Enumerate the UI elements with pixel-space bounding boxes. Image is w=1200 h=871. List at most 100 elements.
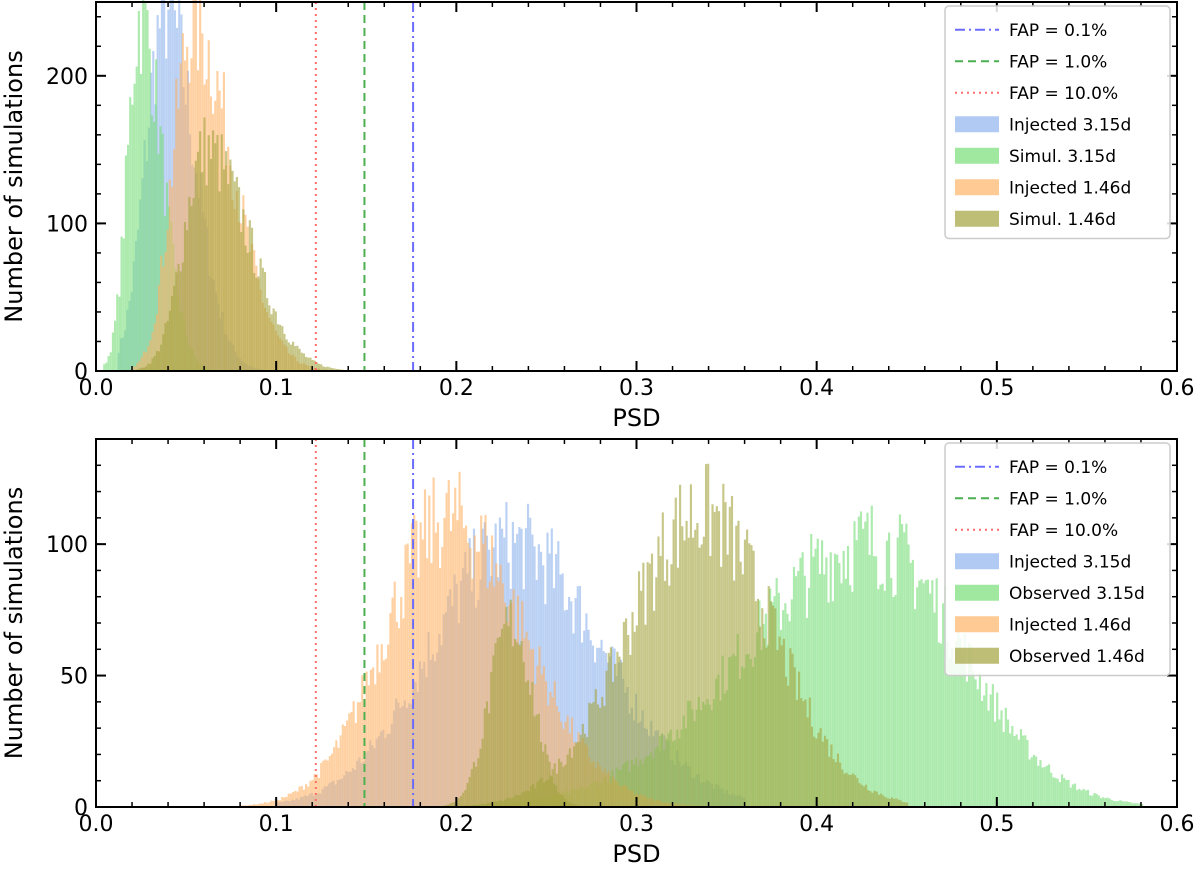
histogram-bar (929, 593, 932, 807)
histogram-bar (237, 187, 241, 371)
histogram-bar (378, 672, 381, 807)
histogram-bar (748, 543, 751, 807)
histogram-bar (730, 495, 734, 807)
histogram-bar (490, 671, 493, 807)
histogram-bar (846, 545, 850, 807)
histogram-bar (227, 184, 230, 371)
histogram-bar (250, 804, 254, 807)
histogram-bar (473, 535, 476, 807)
histogram-bar (1076, 790, 1079, 807)
histogram-bar (147, 363, 150, 371)
histogram-bar (635, 625, 638, 807)
histogram-bar (183, 221, 187, 371)
histogram-bar (700, 544, 703, 807)
histogram-bar (116, 294, 119, 371)
histogram-bar (410, 523, 414, 807)
histogram-bar (179, 271, 182, 371)
histogram-bar (481, 738, 484, 807)
histogram-bar (761, 608, 764, 807)
histogram-bar (485, 701, 489, 807)
histogram-bar (526, 680, 530, 807)
histogram-bar (524, 681, 527, 807)
histogram-bar (494, 643, 497, 807)
histogram-bar (402, 618, 405, 807)
legend-label: FAP = 0.1% (1009, 458, 1107, 478)
histogram-bar (899, 800, 902, 807)
legend-label: Injected 3.15d (1009, 552, 1131, 572)
histogram-bar (454, 487, 457, 807)
histogram-bar (439, 568, 442, 807)
histogram-bar (222, 169, 225, 371)
histogram-bar (1000, 710, 1003, 807)
histogram-bar (572, 633, 575, 807)
histogram-bar (1102, 797, 1105, 807)
histogram-bar (661, 512, 664, 807)
histogram-bar (1112, 800, 1116, 807)
histogram-bar (560, 761, 563, 807)
histogram-bar (186, 46, 189, 371)
histogram-bar (276, 800, 280, 807)
histogram-bar (800, 698, 803, 807)
histogram-bar (380, 644, 383, 807)
histogram-bar (823, 735, 827, 807)
histogram-bar (220, 134, 223, 371)
histogram-bar (259, 258, 262, 371)
histogram-bar (1125, 801, 1128, 807)
histogram-bar (1136, 803, 1139, 807)
histogram-bar (581, 723, 584, 807)
histogram-bar (457, 798, 460, 807)
histogram-bar (586, 736, 589, 807)
histogram-bar (507, 626, 510, 807)
histogram-bar (961, 653, 964, 807)
histogram-bar (557, 541, 560, 807)
x-tick-label: 0.5 (979, 376, 1014, 401)
histogram-bar (201, 172, 204, 371)
histogram-bar (583, 630, 586, 807)
histogram-bar (1024, 735, 1027, 807)
histogram-bar (733, 580, 736, 807)
histogram-bar (1022, 735, 1025, 807)
histogram-bar (134, 366, 137, 371)
histogram-bar (214, 143, 217, 371)
histogram-bar (1093, 793, 1096, 807)
histogram-bar (603, 705, 606, 807)
histogram-bar (505, 606, 508, 807)
histogram-bar (1019, 729, 1023, 807)
legend-patch-swatch (955, 616, 999, 633)
histogram-bar (640, 590, 643, 807)
histogram-bar (856, 778, 859, 807)
histogram-bar (1097, 795, 1100, 807)
histogram-bar (1028, 759, 1031, 807)
histogram-bar (676, 567, 680, 807)
histogram-bar (993, 721, 997, 807)
histogram-bar (849, 774, 852, 807)
histogram-bar (162, 334, 165, 371)
histogram-bar (105, 362, 108, 371)
histogram-bar (464, 790, 467, 807)
histogram-bar (826, 739, 829, 807)
legend-label: Injected 1.46d (1009, 615, 1131, 635)
histogram-bar (179, 63, 182, 372)
histogram-bar (1039, 760, 1042, 807)
series-observed-1-46d (456, 463, 909, 807)
histogram-bar (893, 798, 896, 807)
histogram-bar (458, 471, 461, 807)
legend-label: Injected 3.15d (1009, 115, 1131, 135)
histogram-bar (257, 804, 260, 807)
histogram-bar (570, 601, 573, 807)
legend-label: Observed 3.15d (1009, 584, 1145, 604)
histogram-bar (746, 529, 749, 807)
histogram-bar (557, 791, 560, 807)
histogram-bar (261, 803, 264, 807)
histogram-bar (553, 680, 556, 807)
histogram-bar (859, 511, 863, 807)
histogram-bar (585, 613, 588, 807)
histogram-bar (633, 631, 636, 807)
histogram-bar (253, 804, 256, 807)
histogram-bar (475, 551, 478, 807)
histogram-bar (148, 48, 151, 371)
histogram-bar (199, 131, 202, 371)
histogram-bar (672, 519, 675, 807)
histogram-bar (103, 364, 106, 371)
histogram-bar (1110, 800, 1113, 807)
